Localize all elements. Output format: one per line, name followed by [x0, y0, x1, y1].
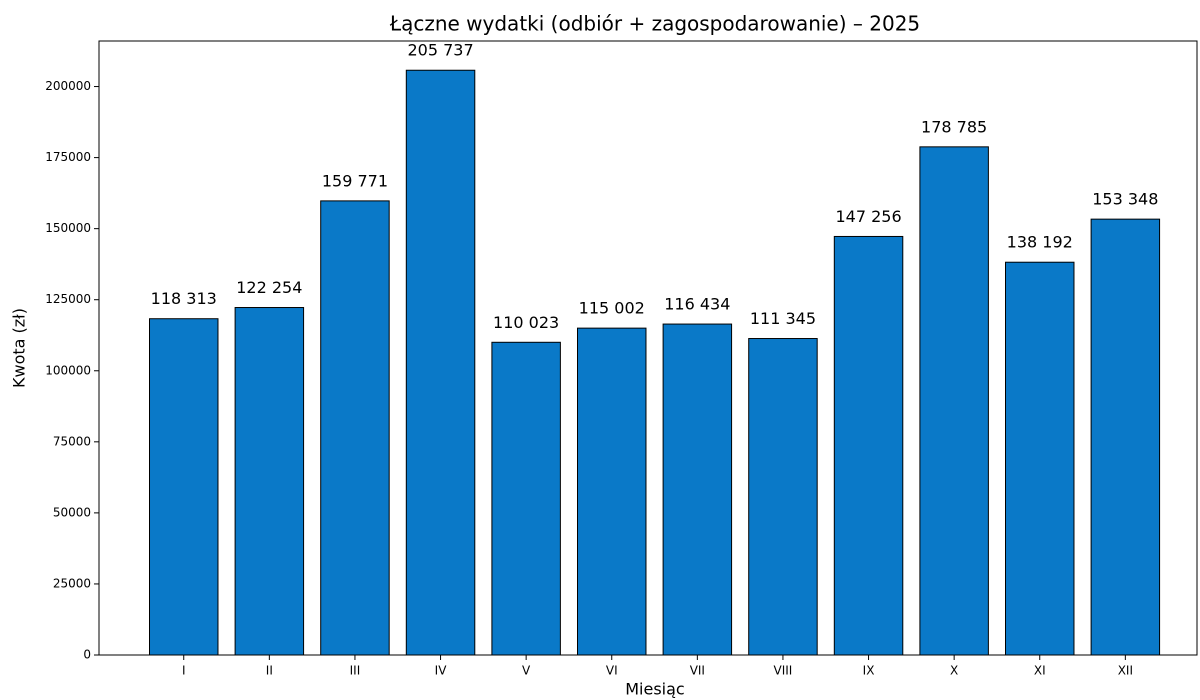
x-axis-label: Miesiąc: [625, 680, 684, 699]
value-label: 115 002: [579, 299, 645, 318]
y-tick-label: 125000: [45, 292, 91, 306]
x-tick-label: X: [950, 664, 958, 678]
bar: [1005, 261, 1075, 656]
value-label: 118 313: [151, 289, 217, 308]
value-label: 138 192: [1007, 233, 1073, 252]
value-label: 147 256: [835, 207, 901, 226]
bar: [149, 318, 219, 656]
bar: [833, 235, 904, 656]
x-tick-label: VI: [606, 664, 618, 678]
y-tick-label: 100000: [45, 363, 91, 377]
value-label: 122 254: [236, 278, 302, 297]
bar: [320, 200, 390, 656]
x-tick-label: I: [182, 664, 186, 678]
y-axis-label: Kwota (zł): [10, 308, 29, 388]
plot-frame: [98, 40, 1198, 656]
value-label: 178 785: [921, 117, 987, 136]
x-tick-label: IV: [435, 664, 448, 678]
bar: [577, 327, 647, 656]
chart-title: Łączne wydatki (odbiór + zagospodarowani…: [389, 12, 920, 36]
y-tick-label: 75000: [53, 434, 91, 448]
y-tick-label: 0: [83, 648, 91, 662]
x-tick-label: VIII: [774, 664, 793, 678]
y-tick-label: 150000: [45, 221, 91, 235]
bar: [1090, 218, 1161, 656]
bar: [491, 341, 561, 656]
x-tick-label: VII: [690, 664, 705, 678]
bar: [919, 146, 989, 656]
y-tick-label: 175000: [45, 150, 91, 164]
x-tick-label: XII: [1118, 664, 1133, 678]
x-tick-label: IX: [863, 664, 875, 678]
value-label: 159 771: [322, 171, 388, 190]
value-label: 153 348: [1092, 190, 1158, 209]
y-tick-label: 200000: [45, 79, 91, 93]
value-label: 110 023: [493, 313, 559, 332]
bar: [662, 323, 733, 656]
x-tick-label: V: [522, 664, 531, 678]
value-label: 205 737: [407, 41, 473, 60]
bar: [234, 307, 305, 656]
bar: [748, 338, 818, 656]
x-tick-label: II: [266, 664, 273, 678]
y-tick-label: 25000: [53, 576, 91, 590]
value-label: 116 434: [664, 295, 730, 314]
y-tick-label: 50000: [53, 505, 91, 519]
bar: [405, 69, 476, 656]
x-tick-label: XI: [1034, 664, 1046, 678]
value-label: 111 345: [750, 309, 816, 328]
x-tick-label: III: [350, 664, 361, 678]
